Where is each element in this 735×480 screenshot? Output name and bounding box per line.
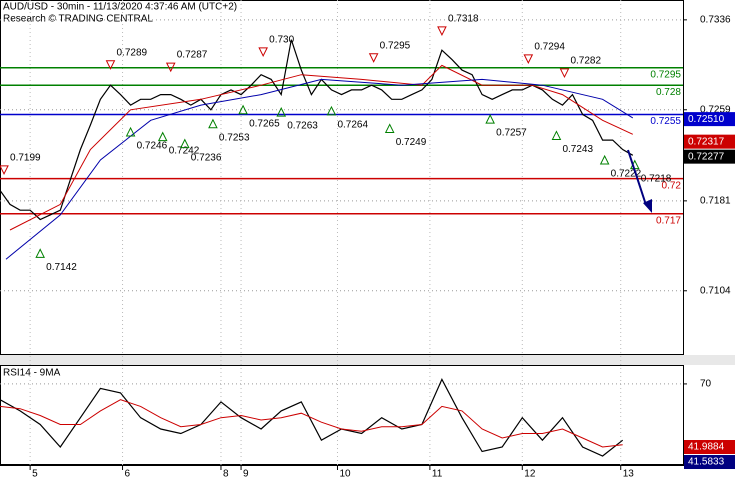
pivot-label: 0.7218: [641, 173, 672, 184]
pivot-label: 0.7236: [191, 152, 222, 163]
pivot-label: 0.7318: [448, 14, 479, 25]
pivot-marker: [326, 105, 337, 116]
x-tick-label: 5: [32, 469, 38, 480]
x-tick-label: 12: [524, 469, 536, 480]
x-tick-label: 11: [432, 469, 443, 480]
series-line: [0, 39, 634, 221]
x-tick-label: 8: [223, 469, 229, 480]
pivot-marker: [523, 54, 534, 65]
value-box-label: 0.72277: [688, 151, 725, 162]
pivot-label: 0.7282: [570, 56, 601, 67]
value-box-label: 0.72510: [688, 114, 725, 125]
value-box: [684, 440, 735, 455]
x-tick-label: 6: [125, 469, 131, 480]
pivot-label: 0.7287: [177, 50, 208, 61]
pivot-label: 0.7242: [169, 145, 200, 156]
value-box-label: 41.5833: [688, 457, 725, 468]
level-label: 0.728: [656, 87, 681, 98]
pivot-marker: [180, 138, 190, 149]
pivot-label: 0.7249: [396, 137, 427, 148]
value-box: [684, 112, 735, 127]
forecast-arrow: [627, 149, 647, 206]
y-tick-label: 0.7181: [700, 195, 731, 206]
value-box: [684, 455, 735, 470]
y-tick-label: 0.7336: [700, 14, 731, 25]
series-line: [5, 78, 634, 260]
pivot-marker: [105, 60, 116, 70]
pivot-marker: [276, 106, 287, 117]
series-line: [9, 64, 634, 231]
value-box-label: 41.9884: [688, 442, 725, 453]
pivot-label: 0.7253: [219, 132, 250, 143]
pivot-marker: [35, 248, 45, 258]
panel-separator: [0, 355, 735, 365]
pivot-label: 0.7265: [249, 118, 280, 129]
rsi-panel: [0, 365, 684, 465]
pivot-label: 0.7263: [287, 121, 318, 132]
pivot-marker: [437, 26, 447, 36]
pivot-label: 0.730: [269, 35, 294, 46]
pivot-label: 0.7264: [337, 120, 368, 131]
value-box-label: 0.72317: [688, 136, 725, 147]
pivot-marker: [384, 123, 395, 133]
pivot-label: 0.7199: [10, 152, 41, 163]
series-line: [0, 399, 623, 448]
pivot-marker: [559, 68, 570, 79]
pivot-marker: [157, 131, 168, 142]
x-tick-label: 9: [243, 469, 249, 480]
pivot-label: 0.7289: [116, 47, 147, 58]
chart-title: AUD/USD - 30min - 11/13/2020 4:37:46 AM …: [3, 2, 237, 13]
level-label: 0.717: [656, 215, 681, 226]
level-label: 0.7255: [650, 116, 681, 127]
pivot-label: 0.7257: [496, 128, 527, 139]
pivot-label: 0.7222: [611, 169, 642, 180]
pivot-marker: [485, 113, 495, 124]
pivot-marker: [125, 126, 136, 137]
pivot-label: 0.7294: [534, 42, 565, 53]
pivot-marker: [165, 62, 176, 73]
x-tick-label: 13: [623, 469, 635, 480]
pivot-marker: [208, 118, 218, 129]
forecast-arrow-head: [643, 199, 652, 213]
pivot-marker: [0, 165, 9, 175]
pivot-marker: [368, 53, 379, 63]
x-tick-label: 10: [339, 469, 351, 480]
pivot-marker: [599, 154, 610, 165]
pivot-marker: [238, 104, 248, 115]
pivot-label: 0.7295: [380, 40, 411, 51]
pivot-marker: [551, 130, 562, 140]
rsi-title: RSI14 - 9MA: [3, 368, 61, 379]
value-box: [684, 134, 735, 149]
level-label: 0.7295: [650, 69, 681, 80]
price-panel: [0, 0, 684, 355]
value-box: [684, 149, 735, 164]
pivot-label: 0.7142: [46, 262, 77, 273]
level-label: 0.72: [662, 180, 682, 191]
pivot-marker: [258, 47, 268, 58]
chart-subtitle: Research © TRADING CENTRAL: [3, 14, 153, 25]
pivot-label: 0.7243: [562, 144, 593, 155]
y-tick-label: 0.7259: [700, 104, 731, 115]
y-tick-label: 70: [700, 379, 712, 390]
series-line: [0, 378, 624, 457]
y-tick-label: 0.7104: [700, 285, 731, 296]
pivot-label: 0.7246: [137, 141, 168, 152]
